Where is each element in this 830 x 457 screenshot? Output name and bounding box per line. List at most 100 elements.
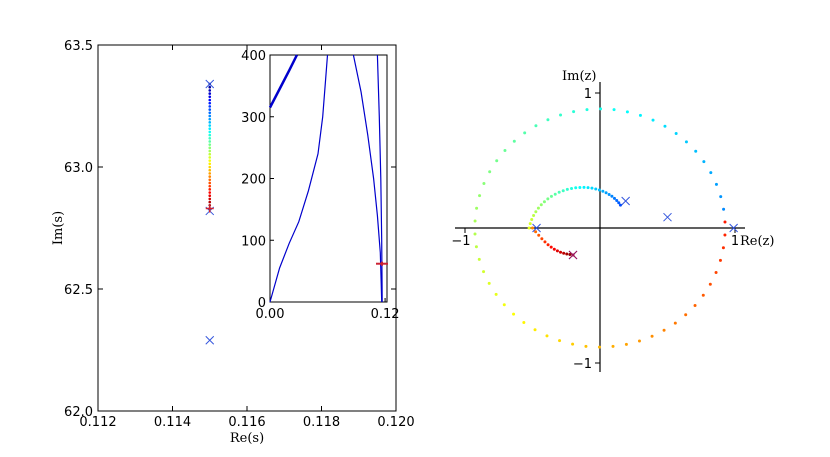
z-pole-marker xyxy=(729,223,739,233)
z-arc-point xyxy=(618,203,622,207)
inset-curve-0 xyxy=(268,54,299,109)
z-circle-point xyxy=(533,328,537,332)
main-ytick-label: 62.0 xyxy=(64,405,93,420)
z-circle-point xyxy=(512,139,516,143)
z-circle-point xyxy=(478,194,482,198)
z-circle-point xyxy=(522,320,526,324)
z-pole-marker xyxy=(621,196,631,206)
trajectory-point xyxy=(208,152,212,156)
z-arc-point xyxy=(530,218,534,222)
z-circle-point xyxy=(702,160,706,164)
trajectory-point xyxy=(208,146,212,150)
main-xtick-label: 0.114 xyxy=(154,415,191,430)
z-circle-point xyxy=(650,334,654,338)
inset-ytick-label: 100 xyxy=(241,234,266,249)
z-arc-point xyxy=(590,186,594,190)
inset-curve-3 xyxy=(376,54,383,303)
z-circle-point xyxy=(488,170,492,174)
main-ytick-label: 62.5 xyxy=(64,283,93,298)
inset-curve-1 xyxy=(269,54,329,303)
z-arc-point xyxy=(597,188,601,192)
z-arc-point xyxy=(542,200,546,204)
z-circle-point xyxy=(651,118,655,122)
z-arc-point xyxy=(607,192,611,196)
trajectory-point xyxy=(208,117,212,121)
z-arc-point xyxy=(617,201,621,205)
z-end-marker xyxy=(568,250,578,260)
z-circle-point xyxy=(625,110,629,114)
z-circle-point xyxy=(684,313,688,317)
z-circle-point xyxy=(546,118,550,122)
z-circle-point xyxy=(701,293,705,297)
z-circle-point xyxy=(482,270,486,274)
trajectory-point xyxy=(208,121,212,124)
z-circle-point xyxy=(584,344,588,348)
z-tail-point xyxy=(546,243,550,247)
trajectory-point xyxy=(208,127,212,131)
z-arc-point xyxy=(539,203,543,207)
trajectory-point xyxy=(208,168,212,172)
z-xtick-label: 1 xyxy=(731,234,739,249)
z-circle-point xyxy=(545,334,549,338)
trajectory-point xyxy=(208,136,212,140)
inset-axes-frame xyxy=(269,54,388,303)
trajectory-point xyxy=(208,98,212,102)
trajectory-point xyxy=(208,95,212,99)
z-circle-point xyxy=(482,181,486,185)
z-arc-point xyxy=(528,222,532,226)
z-arc-point xyxy=(610,194,614,198)
z-arc-point xyxy=(570,186,574,190)
z-arc-point xyxy=(561,189,565,193)
pole-marker xyxy=(205,335,215,345)
z-tail-point xyxy=(540,237,544,241)
z-arc-point xyxy=(601,189,605,193)
z-circle-point xyxy=(637,339,641,343)
z-circle-point xyxy=(474,245,478,249)
trajectory-point xyxy=(208,178,212,182)
z-circle-point xyxy=(475,206,479,210)
trajectory-point xyxy=(208,159,212,162)
z-pole-marker xyxy=(532,223,541,233)
z-circle-point xyxy=(693,303,697,307)
z-circle-point xyxy=(473,232,477,236)
z-arc-point xyxy=(549,194,553,198)
z-arc-point xyxy=(586,186,590,190)
trajectory-point xyxy=(208,85,212,89)
z-xtick-label: −1 xyxy=(451,234,470,249)
trajectory-point xyxy=(208,191,212,194)
z-circle-point xyxy=(495,159,499,163)
z-circle-point xyxy=(674,132,678,136)
z-circle-point xyxy=(662,328,666,332)
z-arc-point xyxy=(553,192,557,196)
main-ylabel: Im(s) xyxy=(51,211,66,245)
main-xlabel: Re(s) xyxy=(230,431,264,446)
z-ytick-label: −1 xyxy=(573,357,592,372)
inset-ytick-label: 200 xyxy=(241,173,266,188)
z-circle-point xyxy=(473,219,477,223)
z-arc-point xyxy=(565,187,569,191)
z-arc-point xyxy=(527,226,531,230)
trajectory-point xyxy=(208,188,212,191)
z-circle-point xyxy=(559,113,563,117)
main-xtick-label: 0.116 xyxy=(228,415,265,430)
main-ytick-label: 63.0 xyxy=(64,161,93,176)
trajectory-point xyxy=(208,175,212,178)
z-circle-point xyxy=(585,108,589,112)
trajectory-point xyxy=(208,156,212,159)
trajectory-point xyxy=(208,143,212,146)
main-xtick-label: 0.120 xyxy=(377,415,414,430)
main-ytick-label: 63.5 xyxy=(64,39,93,54)
z-arc-point xyxy=(594,187,598,191)
trajectory-point xyxy=(208,181,212,185)
z-tail-point xyxy=(552,247,556,251)
z-circle-point xyxy=(723,233,727,237)
trajectory-point xyxy=(208,149,212,153)
inset-ytick-label: 0 xyxy=(258,296,266,311)
inset-xtick-label: 0.12 xyxy=(371,307,400,322)
trajectory-point xyxy=(208,130,212,134)
z-circle-point xyxy=(638,113,642,117)
z-circle-point xyxy=(723,220,727,224)
z-tail-point xyxy=(559,250,563,254)
main-xtick-label: 0.118 xyxy=(303,415,340,430)
